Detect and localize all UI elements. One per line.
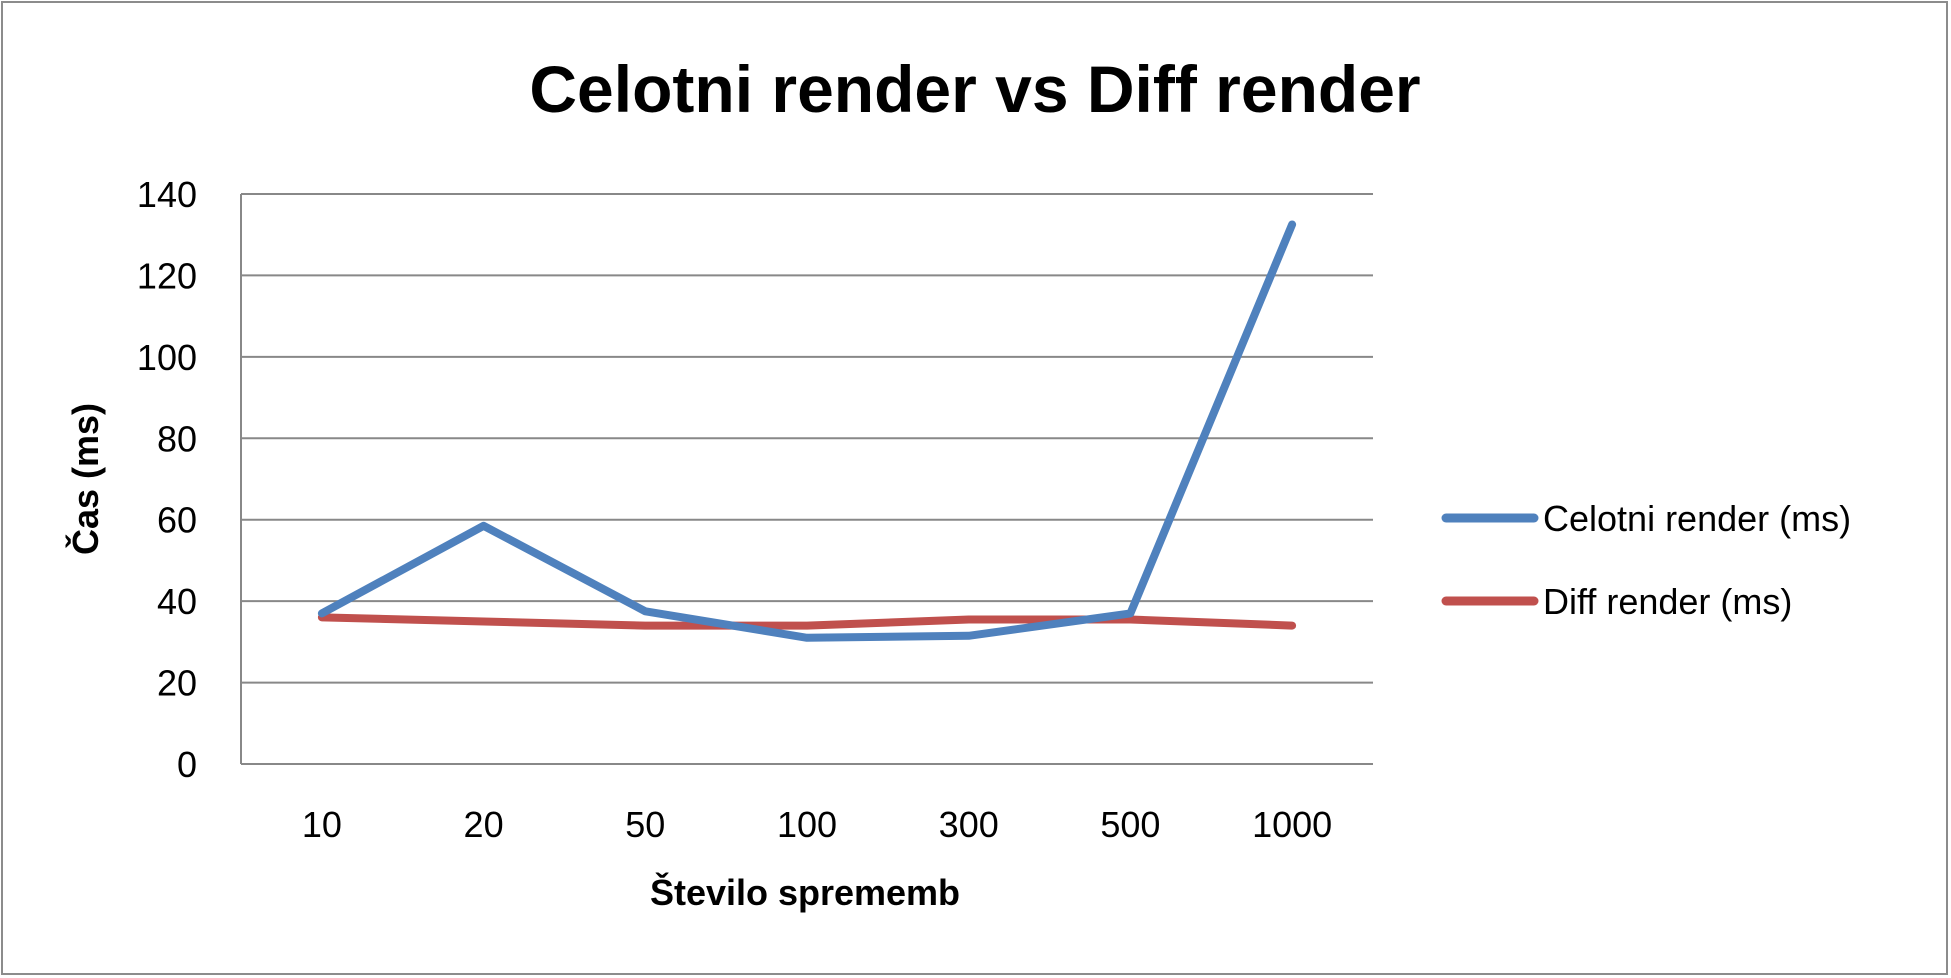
gridlines [240, 193, 1373, 765]
y-tick-label: 100 [137, 337, 197, 378]
series-lines [317, 220, 1297, 642]
y-tick-label: 60 [157, 500, 197, 541]
x-tick-label: 10 [302, 804, 342, 845]
y-axis-ticks: 0 20 40 60 80 100 120 140 [137, 174, 197, 785]
legend-label-1: Celotni render (ms) [1543, 498, 1851, 539]
x-tick-label: 300 [939, 804, 999, 845]
x-tick-label: 1000 [1252, 804, 1332, 845]
y-tick-label: 0 [177, 744, 197, 785]
x-tick-label: 20 [464, 804, 504, 845]
x-axis-title: Število sprememb [650, 871, 960, 913]
legend: Celotni render (ms) Diff render (ms) [1441, 498, 1851, 622]
chart-title: Celotni render vs Diff render [529, 52, 1420, 126]
series-line-2 [317, 613, 1297, 630]
x-tick-label: 100 [777, 804, 837, 845]
x-tick-label: 500 [1100, 804, 1160, 845]
y-tick-label: 140 [137, 174, 197, 215]
series-line-1 [317, 220, 1297, 642]
x-tick-label: 50 [625, 804, 665, 845]
y-tick-label: 20 [157, 663, 197, 704]
legend-label-2: Diff render (ms) [1543, 581, 1792, 622]
y-axis-title: Čas (ms) [64, 403, 106, 555]
y-tick-label: 80 [157, 418, 197, 459]
x-axis-ticks: 10 20 50 100 300 500 1000 [302, 804, 1332, 845]
y-tick-label: 120 [137, 255, 197, 296]
y-tick-label: 40 [157, 581, 197, 622]
